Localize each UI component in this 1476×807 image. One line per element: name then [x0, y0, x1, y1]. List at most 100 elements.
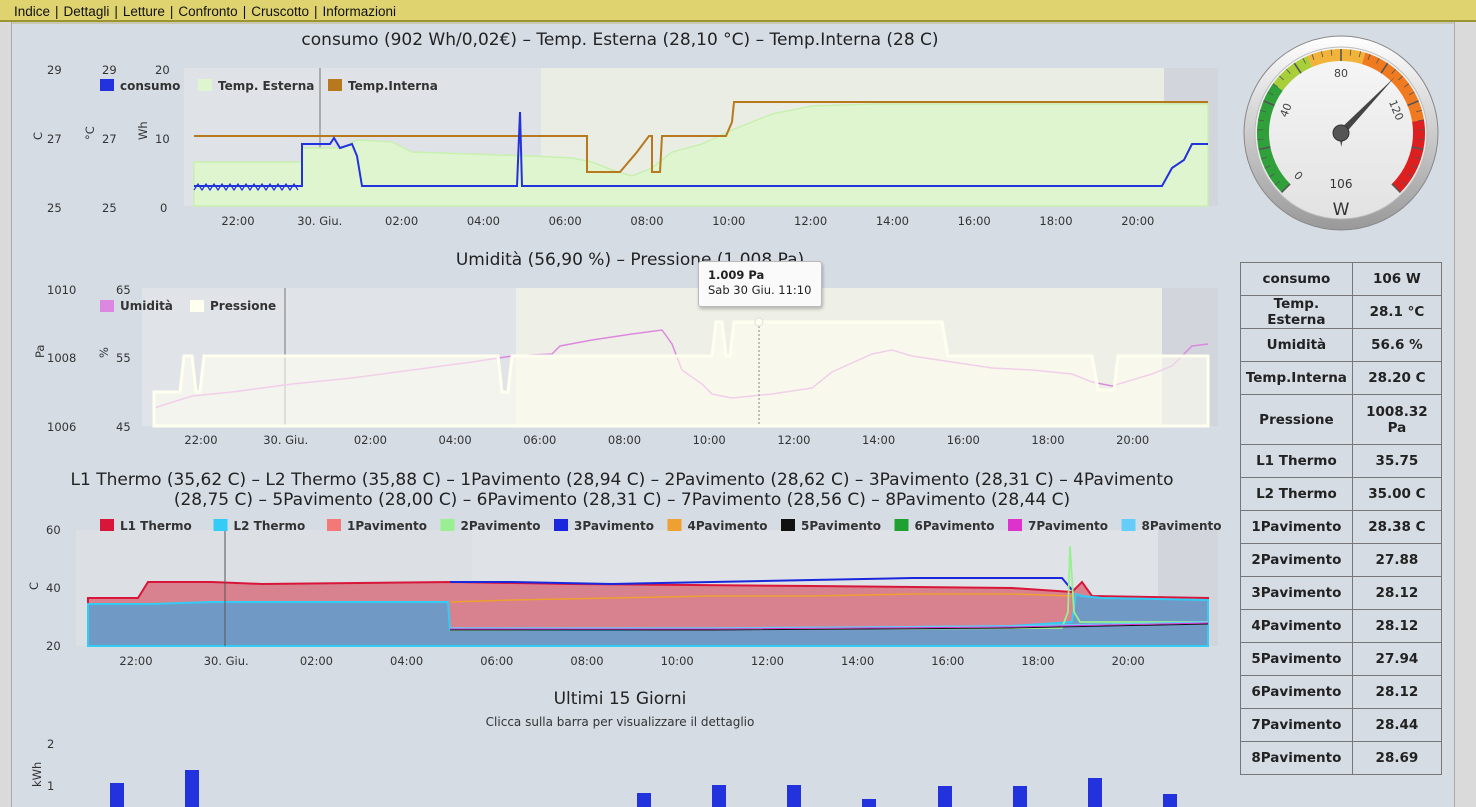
- readings-row: L1 Thermo 35.75: [1240, 444, 1443, 478]
- reading-label: 2Pavimento: [1240, 543, 1353, 577]
- chart1-x-tick: 14:00: [876, 214, 909, 228]
- chart3-title-line2: (28,75 C) – 5Pavimento (28,00 C) – 6Pavi…: [173, 490, 1071, 510]
- chart4-bar[interactable]: [712, 785, 726, 807]
- chart4-daily-bars[interactable]: 2 1 kWh: [12, 735, 1234, 807]
- gauge-tick: [1411, 146, 1424, 151]
- chart1-legend-temp-esterna[interactable]: Temp. Esterna: [218, 79, 314, 93]
- chart3-x-tick: 04:00: [390, 654, 423, 668]
- chart2-x-tick: 04:00: [439, 433, 472, 447]
- chart1-x-tick: 16:00: [958, 214, 991, 228]
- chart3-x-tick: 20:00: [1112, 654, 1145, 668]
- gauge-tick: [1269, 173, 1275, 178]
- chart4-bar[interactable]: [938, 786, 952, 807]
- readings-row: 7Pavimento 28.44: [1240, 708, 1443, 742]
- chart3-x-tick: 22:00: [119, 654, 152, 668]
- nav-link-confronto[interactable]: Confronto: [178, 4, 238, 19]
- chart1-y3-tick: 20: [155, 63, 170, 77]
- chart1-y3-tick: 10: [155, 132, 170, 146]
- chart1-y1-tick: 25: [47, 201, 62, 215]
- readings-table: consumo 106 W Temp. Esterna 28.1 °C Umidità 5…: [1240, 262, 1443, 775]
- gauge-tick: [1286, 68, 1291, 74]
- chart1-x-axis: 22:00 30. Giu. 02:00 04:00 06:00 08:00 10:00 12…: [221, 214, 1154, 228]
- reading-label: consumo: [1240, 262, 1353, 296]
- reading-label: 3Pavimento: [1240, 576, 1353, 610]
- chart3-x-tick: 08:00: [570, 654, 603, 668]
- chart3-legend-item[interactable]: 1Pavimento: [347, 519, 427, 533]
- chart1-x-tick: 18:00: [1039, 214, 1072, 228]
- chart1-series-temp-esterna: [193, 103, 1209, 207]
- chart2-x-tick: 16:00: [947, 433, 980, 447]
- chart4-bar[interactable]: [110, 783, 124, 807]
- chart2-hover-point[interactable]: [754, 317, 764, 327]
- chart1-y3-tick: 0: [160, 201, 167, 215]
- chart4-y-tick: 1: [47, 779, 54, 793]
- chart1-y2-tick: 25: [102, 201, 117, 215]
- chart1-consumo-temperature[interactable]: consumo Temp. Esterna Temp.Interna 29 27…: [12, 52, 1234, 237]
- gauge-tick: [1258, 146, 1271, 151]
- chart1-legend-consumo[interactable]: consumo: [120, 79, 180, 93]
- left-margin: [0, 22, 12, 807]
- chart2-y1-tick: 1008: [47, 351, 76, 365]
- chart3-legend-item[interactable]: 3Pavimento: [574, 519, 654, 533]
- chart3-legend-item[interactable]: 2Pavimento: [461, 519, 541, 533]
- nav-link-cruscotto[interactable]: Cruscotto: [251, 4, 309, 19]
- reading-value: 35.75: [1351, 444, 1443, 478]
- chart4-bar[interactable]: [1013, 786, 1027, 807]
- chart3-floor-temperatures[interactable]: L1 Thermo L2 Thermo 1Pavimento 2Pavimento 3P…: [12, 512, 1234, 677]
- nav-link-indice[interactable]: Indice: [14, 4, 51, 19]
- chart1-x-tick: 08:00: [630, 214, 663, 228]
- chart3-legend-swatch: [213, 519, 228, 531]
- chart2-x-tick: 30. Giu.: [263, 433, 308, 447]
- chart2-y2-tick: 45: [116, 420, 131, 434]
- nav-link-dettagli[interactable]: Dettagli: [63, 4, 110, 19]
- readings-row: 6Pavimento 28.12: [1240, 675, 1443, 709]
- chart2-humidity-pressure[interactable]: Umidità Pressione 1010 1008 1006 Pa 65 5…: [12, 274, 1234, 454]
- chart3-legend-item[interactable]: L1 Thermo: [120, 519, 192, 533]
- nav-link-informazioni[interactable]: Informazioni: [322, 4, 397, 19]
- reading-value: 28.38 C: [1351, 510, 1443, 544]
- chart2-tooltip-time: Sab 30 Giu. 11:10: [708, 283, 812, 297]
- chart3-legend-item[interactable]: L2 Thermo: [234, 519, 306, 533]
- chart4-bar[interactable]: [787, 785, 801, 807]
- chart2-y2-tick: 55: [116, 351, 131, 365]
- reading-value: 1008.32 Pa: [1351, 394, 1443, 445]
- chart2-legend-pressione[interactable]: Pressione: [210, 299, 276, 313]
- chart3-legend-swatch: [1008, 519, 1022, 531]
- gauge-tick: [1349, 49, 1352, 56]
- readings-row: Temp. Esterna 28.1 °C: [1240, 295, 1443, 329]
- chart3-legend-item[interactable]: 7Pavimento: [1028, 519, 1108, 533]
- chart1-title: consumo (902 Wh/0,02€) – Temp. Esterna (…: [301, 30, 939, 50]
- reading-label: 6Pavimento: [1240, 675, 1353, 709]
- gauge-tick: [1260, 156, 1267, 160]
- gauge-value-label: 106: [1330, 177, 1353, 191]
- chart1-y1-unit: C: [31, 132, 45, 140]
- chart4-bar[interactable]: [185, 770, 199, 807]
- chart1-legend-temp-interna[interactable]: Temp.Interna: [348, 79, 438, 93]
- gauge-tick: [1274, 180, 1280, 186]
- chart2-x-tick: 08:00: [608, 433, 641, 447]
- gauge-tick: [1417, 119, 1425, 122]
- chart1-y1-tick: 27: [47, 132, 62, 146]
- chart4-y-tick: 2: [47, 737, 54, 751]
- chart2-legend-umidita[interactable]: Umidità: [120, 299, 173, 313]
- gauge-tick: [1279, 75, 1284, 81]
- chart3-y-tick: 20: [46, 639, 61, 653]
- nav-link-letture[interactable]: Letture: [122, 4, 165, 19]
- chart3-legend-swatch: [1121, 519, 1136, 531]
- chart3-legend-item[interactable]: 5Pavimento: [801, 519, 881, 533]
- chart4-bar[interactable]: [862, 799, 876, 807]
- chart3-legend-item[interactable]: 6Pavimento: [915, 519, 995, 533]
- chart2-tooltip-value: 1.009 Pa: [708, 268, 765, 282]
- chart1-x-tick: 22:00: [221, 214, 254, 228]
- chart3-x-tick: 16:00: [931, 654, 964, 668]
- chart4-bar[interactable]: [637, 793, 651, 807]
- chart4-bar[interactable]: [1088, 778, 1102, 807]
- chart4-bar[interactable]: [1163, 794, 1177, 807]
- chart3-legend-item[interactable]: 8Pavimento: [1142, 519, 1222, 533]
- readings-row: 8Pavimento 28.69: [1240, 741, 1443, 775]
- readings-row: Temp.Interna 28.20 C: [1240, 361, 1443, 395]
- chart1-x-tick: 06:00: [549, 214, 582, 228]
- chart3-legend-item[interactable]: 4Pavimento: [688, 519, 768, 533]
- chart3-legend-swatch: [894, 519, 909, 531]
